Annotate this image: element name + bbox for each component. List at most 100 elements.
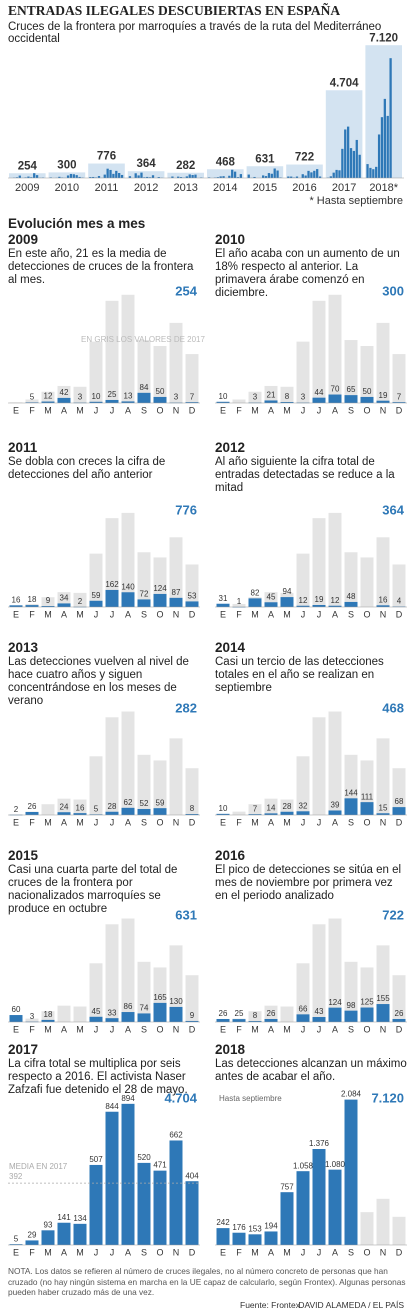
month-bar [312,1149,326,1245]
year-month-bar [112,173,115,178]
month-bar [296,811,310,815]
month-label: D [396,1247,403,1257]
reference-bar [89,553,103,607]
month-bar [328,1169,342,1245]
month-bar [344,395,358,403]
reference-bar [105,518,119,607]
month-bar [360,802,374,815]
month-label: E [220,609,226,619]
month-label: J [94,609,99,619]
month-bar [392,1018,406,1022]
value-label: 111 [361,792,374,801]
month-label: N [173,1024,180,1034]
year-month-bar [338,170,341,178]
value-label: 21 [267,391,276,400]
month-label: O [363,609,370,619]
month-bar [105,1111,119,1245]
year-total-label: 776 [97,151,116,163]
month-label: J [317,405,322,415]
value-label: 404 [185,1171,199,1180]
year-month-bar [128,176,132,178]
year-month-bar [264,176,268,178]
reference-bar [41,597,55,607]
month-bar [360,396,374,403]
month-label: E [220,817,226,827]
panel-description: La cifra total se multiplica por seis re… [8,1058,188,1096]
month-label: M [44,405,52,415]
year-month-bar [30,177,33,178]
month-label: F [236,405,242,415]
value-label: 10 [219,804,228,813]
panel-title: 2013 [8,640,39,655]
reference-bar [248,391,262,403]
reference-bar [121,918,135,1022]
month-label: S [348,817,354,827]
value-label: 24 [60,802,69,811]
month-label: S [141,1024,147,1034]
month-label: M [44,1247,52,1257]
reference-bar [232,399,246,403]
month-label: N [380,1024,387,1034]
month-bar [264,602,278,607]
month-bar [25,402,39,403]
reference-bar [25,1018,39,1022]
month-bar [185,814,199,815]
value-label: 25 [108,390,117,399]
year-month-bar [140,172,143,178]
value-label: 16 [76,803,85,812]
value-label: 5 [30,393,35,402]
month-bar [232,1232,246,1245]
month-label: M [76,1247,84,1257]
value-label: 72 [140,590,149,599]
month-label: O [156,405,163,415]
panel-total: 776 [175,502,197,517]
panel-total: 282 [175,700,197,715]
month-bar [41,606,55,607]
month-label: O [363,817,370,827]
reference-bar [89,341,103,403]
reference-bar [328,512,342,607]
value-label: 153 [248,1224,262,1233]
value-label: 9 [190,1011,195,1020]
reference-bar [169,322,183,403]
value-label: 16 [379,595,388,604]
value-label: 3 [301,393,306,402]
month-label: O [156,817,163,827]
year-month-bar [185,176,188,178]
reference-bar [185,564,199,607]
annotation: Hasta septiembre [219,1094,282,1103]
year-month-bar [372,169,375,178]
month-bar [89,1016,103,1022]
month-label: N [380,1247,387,1257]
year-label: 2015 [253,182,277,194]
value-label: 94 [283,587,292,596]
value-label: 19 [315,595,324,604]
year-month-bar [228,175,231,178]
value-label: 2 [14,805,19,814]
subtitle: Cruces de la frontera por marroquíes a t… [8,21,382,45]
reference-bar [328,918,342,1022]
reference-bar [376,945,390,1022]
year-month-bar [287,176,290,178]
reference-bar [392,564,406,607]
month-bar [312,1017,326,1022]
reference-bar [89,756,103,815]
year-month-bar [219,176,222,178]
reference-bar [73,386,87,403]
reference-bar [392,768,406,815]
year-label: 2016 [292,182,316,194]
year-month-bar [389,58,392,178]
month-label: J [301,1247,306,1257]
year-label: 2018* [369,182,398,194]
reference-bar [264,798,278,815]
value-label: 18 [28,595,37,604]
month-label: A [268,405,274,415]
month-bar [41,1230,55,1245]
month-label: J [110,1247,115,1257]
year-month-bar [290,176,293,178]
year-month-bar [344,129,347,178]
value-label: 28 [283,802,292,811]
month-label: A [61,817,67,827]
reference-bar [153,760,167,815]
month-bar [105,399,119,403]
